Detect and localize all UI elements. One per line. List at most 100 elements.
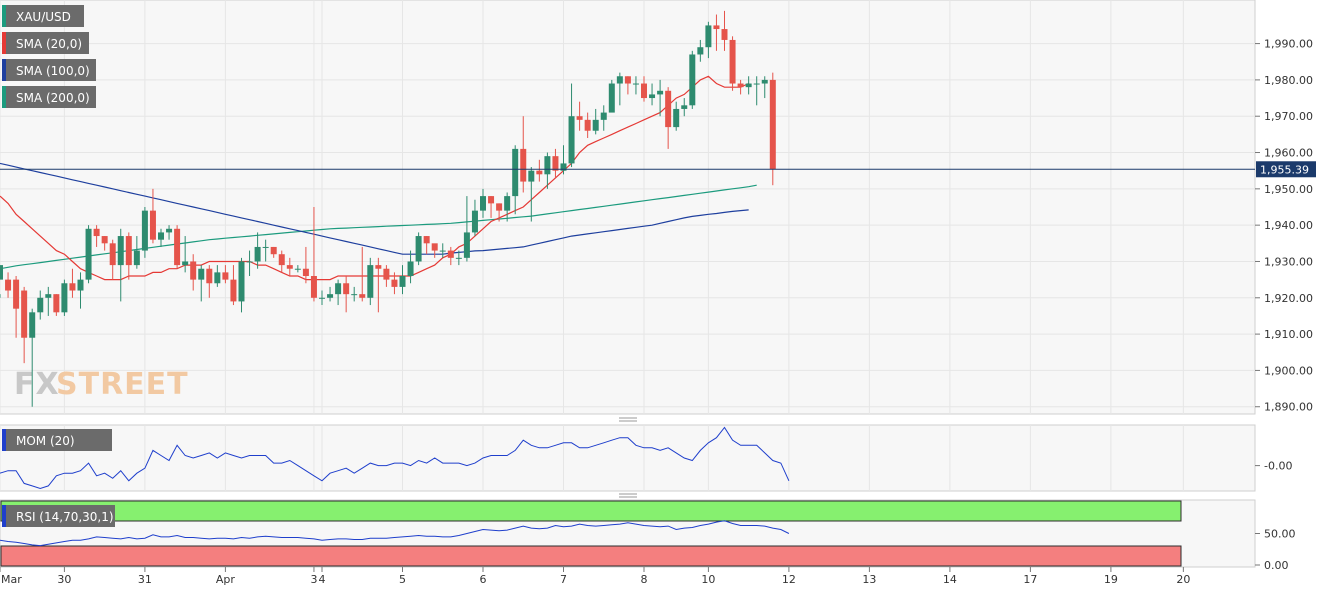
candle-body — [399, 276, 406, 287]
price-tick-label: 1,990.00 — [1264, 38, 1313, 51]
candle-body — [504, 196, 511, 211]
candles — [0, 10, 776, 407]
rsi-oversold-band — [0, 545, 1182, 567]
last-price-label: 1,955.39 — [1260, 163, 1309, 176]
candle-body — [641, 83, 647, 99]
candle-body — [552, 156, 559, 171]
candle-body — [13, 279, 20, 309]
candle-body — [141, 210, 148, 251]
price-pane-bg — [0, 0, 1256, 415]
candle-body — [278, 254, 285, 266]
candle-body — [705, 25, 712, 48]
candle-body — [568, 116, 575, 164]
candle-body — [616, 76, 623, 84]
price-tick-label: 1,910.00 — [1264, 328, 1313, 341]
legend-sma100-label: SMA (100,0) — [16, 64, 90, 78]
candle-body — [391, 279, 398, 287]
candle-body — [166, 228, 173, 233]
rsi-tick-label: 0.00 — [1264, 559, 1289, 572]
candle-body — [423, 236, 430, 244]
candle-body — [182, 261, 189, 266]
candle-body — [69, 283, 76, 291]
legend-sma200[interactable]: SMA (200,0) — [2, 86, 96, 108]
rsi-tick-label: 50.00 — [1264, 528, 1296, 541]
candle-body — [37, 297, 44, 313]
time-tick-label: 5 — [399, 573, 406, 586]
time-axis: Mar 30 31 Apr 3 4 5 6 7 8 10 12 13 14 17 19 20 — [0, 567, 1190, 586]
pane-resize-handle-2[interactable] — [619, 493, 637, 498]
candle-body — [367, 265, 374, 298]
time-tick-label: 7 — [560, 573, 567, 586]
candle-body — [512, 148, 519, 197]
candle-body — [246, 261, 253, 263]
candle-body — [753, 83, 760, 85]
candle-body — [133, 250, 140, 266]
legend-sma20-label: SMA (20,0) — [16, 37, 82, 51]
candle-body — [351, 294, 358, 296]
legend-mom[interactable]: MOM (20) — [2, 429, 112, 451]
candle-body — [0, 265, 3, 280]
candle-body — [61, 283, 68, 313]
candle-body — [5, 279, 12, 291]
time-tick-label: Apr — [216, 573, 236, 586]
candle-body — [761, 79, 768, 84]
time-tick-label: 30 — [57, 573, 71, 586]
candle-body — [608, 83, 615, 113]
candle-body — [174, 228, 181, 266]
svg-text:STREET: STREET — [56, 367, 189, 402]
candle-body — [343, 283, 350, 295]
candle-body — [198, 268, 205, 280]
candle-body — [536, 170, 543, 175]
mom-pane-bg — [0, 424, 1256, 492]
candle-body — [721, 29, 728, 40]
time-tick-label: 17 — [1023, 573, 1037, 586]
time-tick-label: 10 — [701, 573, 715, 586]
legend-mom-label: MOM (20) — [16, 434, 75, 448]
candle-body — [665, 90, 672, 128]
candle-body — [729, 39, 736, 84]
rsi-series — [0, 520, 790, 547]
candle-body — [713, 25, 720, 30]
rsi-line: 0.00 50.00 — [0, 520, 1296, 572]
candle-body — [117, 236, 124, 266]
legend-sma20[interactable]: SMA (20,0) — [2, 32, 89, 54]
candle-body — [496, 203, 503, 211]
candle-body — [319, 297, 325, 299]
mom-series — [0, 426, 790, 490]
candle-body — [93, 228, 100, 237]
candle-body — [294, 268, 301, 270]
candle-body — [286, 265, 293, 269]
time-tick-label: 19 — [1104, 573, 1118, 586]
candle-body — [673, 108, 680, 128]
candle-body — [649, 94, 656, 99]
candle-body — [262, 246, 269, 248]
candle-body — [53, 294, 60, 313]
candle-body — [45, 294, 52, 298]
candle-body — [85, 228, 92, 280]
candle-body — [439, 250, 446, 252]
pane-resize-handle-1[interactable] — [619, 417, 637, 422]
time-tick-label: 8 — [641, 573, 648, 586]
candle-body — [769, 79, 776, 170]
candle-body — [375, 265, 382, 269]
legend-sma100[interactable]: SMA (100,0) — [2, 59, 96, 81]
candle-body — [109, 243, 116, 266]
legend-xauusd[interactable]: XAU/USD — [2, 5, 84, 27]
candle-body — [520, 148, 527, 182]
candle-body — [254, 246, 261, 262]
candle-body — [206, 268, 213, 284]
time-tick-label: Mar — [1, 573, 22, 586]
legend-rsi[interactable]: RSI (14,70,30,1) — [2, 505, 115, 527]
candle-body — [415, 236, 422, 262]
price-tick-label: 1,940.00 — [1264, 219, 1313, 232]
legend-rsi-label: RSI (14,70,30,1) — [16, 510, 114, 524]
fxstreet-logo: FX STREET — [14, 367, 189, 402]
candle-body — [592, 119, 599, 131]
candle-body — [431, 243, 438, 251]
candle-body — [158, 232, 164, 240]
candle-body — [29, 312, 36, 338]
candle-body — [584, 119, 591, 131]
candle-body — [689, 54, 696, 106]
rsi-overbought-band — [0, 500, 1182, 522]
sma100-line — [0, 162, 749, 255]
